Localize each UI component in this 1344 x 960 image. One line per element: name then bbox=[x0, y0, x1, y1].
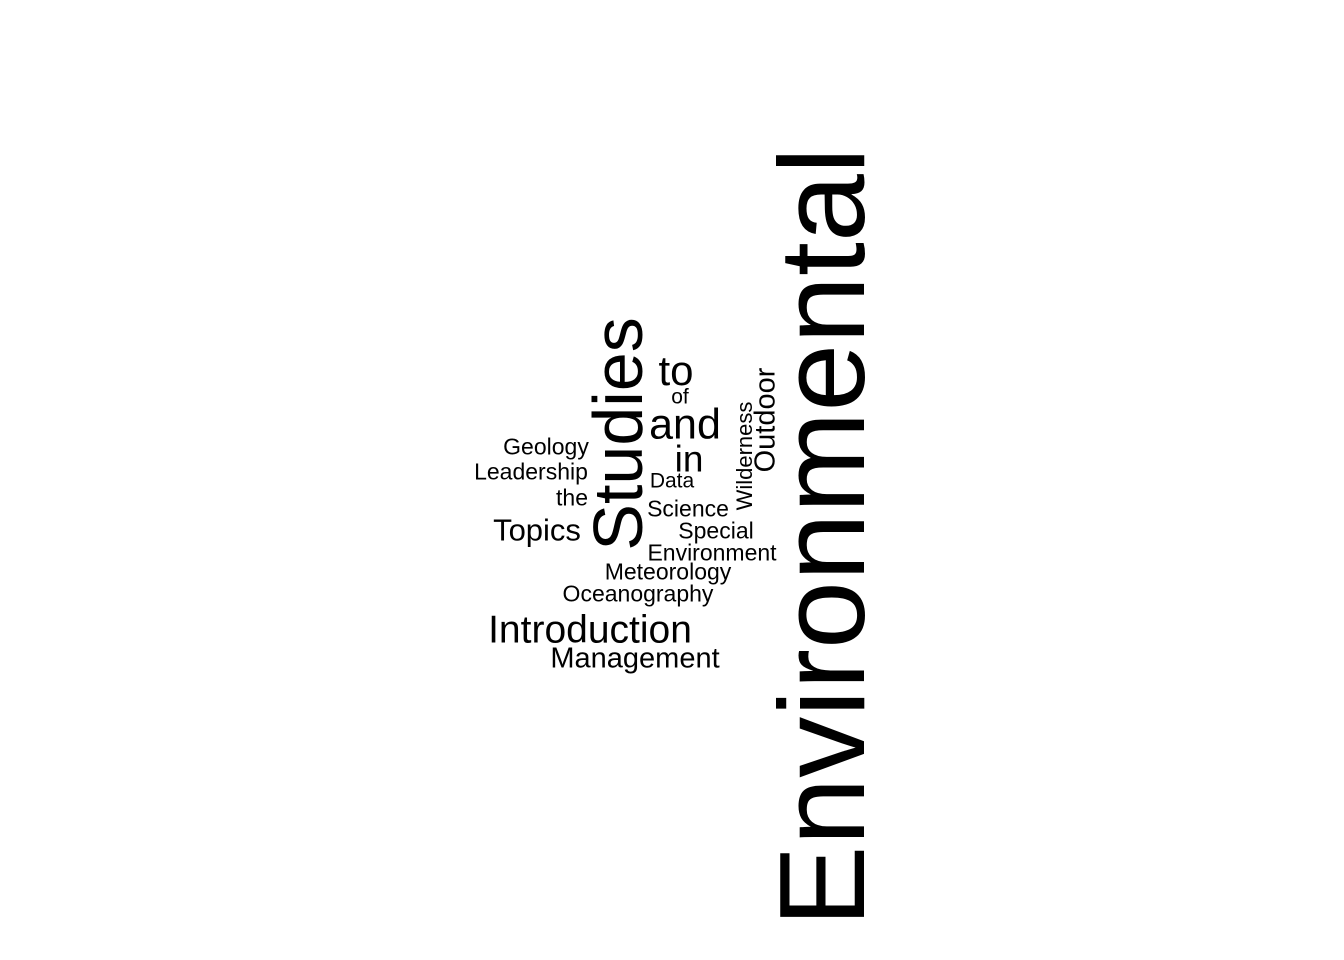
word-to: to bbox=[658, 347, 694, 394]
word-science: Science bbox=[647, 495, 729, 522]
word-environment: Environment bbox=[647, 539, 777, 566]
word-management: Management bbox=[550, 642, 720, 675]
word-studies: Studies bbox=[579, 317, 657, 551]
word-introduction: Introduction bbox=[488, 608, 692, 652]
word-wilderness: Wilderness bbox=[732, 401, 757, 511]
word-oceanography: Oceanography bbox=[562, 580, 714, 607]
word-of: of bbox=[671, 385, 689, 409]
word-geology: Geology bbox=[503, 433, 589, 460]
word-special: Special bbox=[678, 517, 754, 544]
word-data: Data bbox=[649, 469, 695, 493]
word-meteorology: Meteorology bbox=[604, 558, 732, 585]
word-leadership: Leadership bbox=[474, 458, 588, 485]
word-in: in bbox=[674, 438, 704, 480]
word-topics: Topics bbox=[493, 512, 581, 548]
word-environmental: Environmental bbox=[754, 147, 890, 927]
word-and: and bbox=[649, 400, 721, 449]
word-the: the bbox=[556, 484, 588, 511]
